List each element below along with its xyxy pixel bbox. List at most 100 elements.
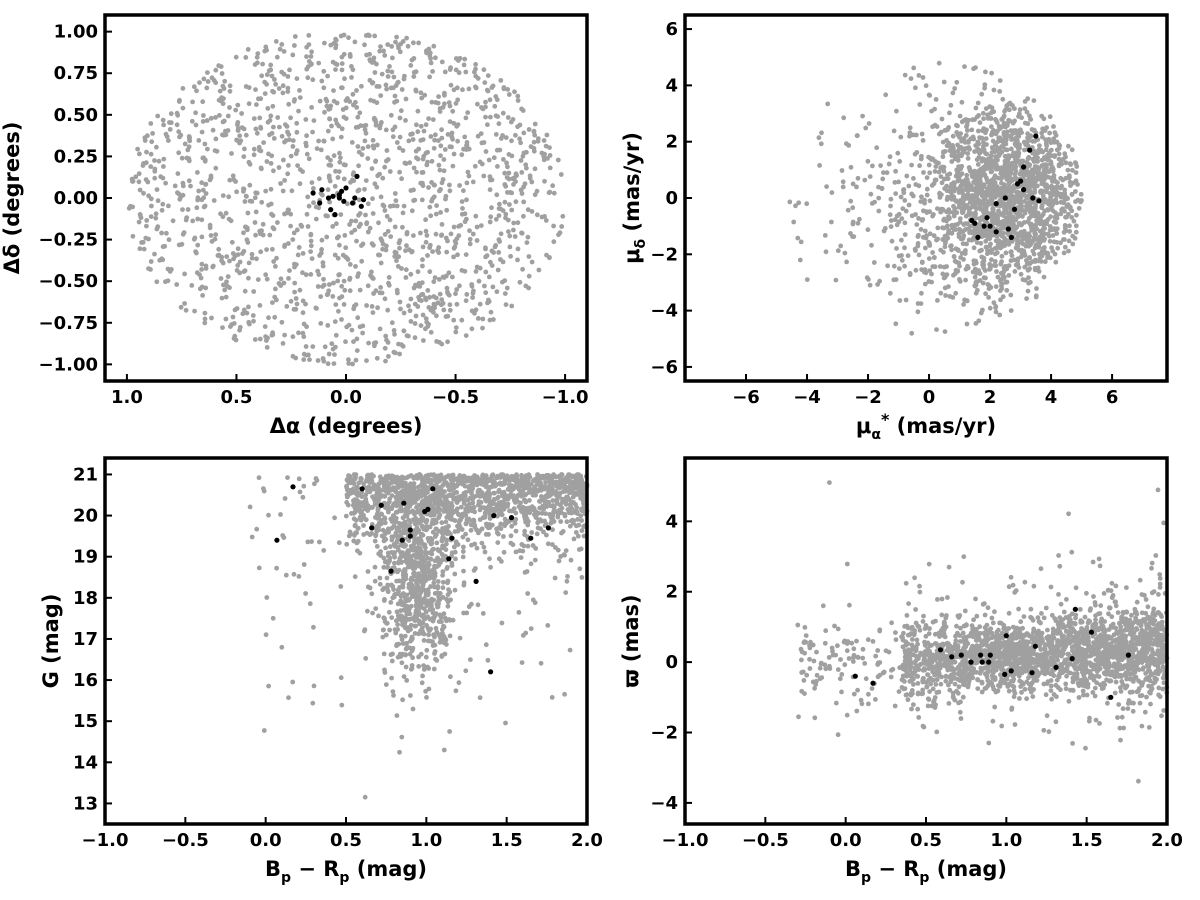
field-star-point: [394, 98, 400, 104]
field-star-point: [343, 513, 349, 519]
field-star-point: [223, 210, 229, 216]
field-star-point: [292, 43, 297, 48]
field-star-point: [298, 222, 304, 228]
field-star-point: [375, 173, 381, 179]
field-star-point: [488, 114, 493, 120]
field-star-point: [399, 87, 405, 92]
field-star-point: [891, 128, 897, 134]
field-star-point: [1024, 109, 1030, 115]
field-star-point: [187, 135, 193, 141]
field-star-point: [318, 294, 324, 299]
field-star-point: [201, 155, 207, 161]
field-star-point: [920, 138, 926, 143]
field-star-point: [434, 658, 440, 663]
field-star-point: [402, 160, 408, 166]
field-star-point: [829, 219, 834, 225]
field-star-point: [448, 65, 453, 70]
field-star-point: [466, 173, 472, 179]
field-star-point: [261, 140, 266, 146]
field-star-point: [270, 332, 276, 338]
field-star-point: [345, 492, 351, 498]
field-star-point: [288, 115, 293, 121]
field-star-point: [341, 278, 347, 284]
field-star-point: [387, 627, 392, 633]
field-star-point: [959, 207, 965, 213]
field-star-point: [255, 60, 260, 66]
field-star-point: [283, 122, 288, 127]
field-star-point: [463, 252, 469, 257]
field-star-point: [1022, 120, 1028, 126]
field-star-point: [421, 338, 426, 343]
field-star-point: [353, 302, 359, 307]
field-star-point: [344, 255, 350, 261]
field-star-point: [360, 330, 365, 336]
field-star-point: [201, 204, 207, 210]
field-star-point: [1028, 241, 1034, 246]
field-star-point: [392, 191, 398, 196]
panel-sky-positions: 1.0 0.5 0.0 −0.5 −1.0−1.00−0.75−0.50−0.250.0…: [0, 13, 589, 438]
field-star-point: [218, 98, 224, 104]
field-star-point: [930, 124, 935, 130]
field-star-point: [453, 325, 459, 330]
field-star-point: [264, 276, 270, 282]
field-star-point: [959, 153, 964, 159]
field-star-point: [191, 236, 197, 242]
field-star-point: [791, 219, 797, 225]
field-star-point: [369, 304, 375, 309]
field-star-point: [244, 310, 250, 316]
field-star-point: [531, 139, 537, 145]
field-star-point: [477, 301, 483, 307]
field-star-point: [321, 85, 327, 91]
field-star-point: [176, 191, 182, 197]
field-star-point: [221, 86, 227, 91]
field-star-point: [214, 148, 220, 154]
field-star-point: [227, 83, 233, 89]
field-star-point: [320, 356, 326, 361]
field-star-point: [240, 311, 246, 317]
field-star-point: [509, 303, 515, 309]
field-star-point: [938, 174, 944, 180]
field-star-point: [176, 150, 182, 156]
field-star-point: [1014, 196, 1020, 202]
field-star-point: [1008, 308, 1014, 313]
field-star-point: [488, 214, 494, 220]
field-star-point: [365, 283, 371, 289]
field-star-point: [198, 275, 204, 281]
field-star-point: [972, 274, 978, 280]
field-star-point: [388, 234, 394, 240]
field-star-point: [460, 87, 465, 93]
field-star-point: [316, 176, 322, 182]
field-star-point: [263, 632, 269, 638]
field-star-point: [293, 262, 299, 267]
field-star-point: [840, 179, 846, 185]
field-star-point: [405, 43, 411, 49]
field-star-point: [1018, 271, 1024, 277]
field-star-point: [1029, 167, 1035, 173]
field-star-point: [371, 98, 377, 104]
field-star-point: [1063, 196, 1069, 202]
field-star-point: [480, 316, 486, 322]
field-star-point: [1006, 273, 1012, 278]
field-star-point: [971, 245, 977, 251]
field-star-point: [1034, 164, 1039, 170]
field-star-point: [399, 734, 405, 740]
field-star-point: [1016, 133, 1022, 139]
field-star-point: [135, 146, 141, 152]
field-star-point: [325, 292, 330, 298]
field-star-point: [436, 250, 442, 256]
field-star-point: [883, 92, 889, 98]
field-star-point: [1031, 226, 1036, 232]
field-star-point: [497, 239, 502, 244]
field-star-point: [973, 194, 978, 200]
field-star-point: [887, 212, 893, 218]
field-star-point: [350, 91, 356, 97]
field-star-point: [411, 233, 416, 239]
field-star-point: [439, 297, 445, 302]
field-star-point: [355, 144, 361, 149]
field-star-point: [129, 176, 135, 182]
field-star-point: [453, 556, 458, 562]
field-star-point: [258, 165, 264, 171]
field-star-point: [438, 210, 443, 215]
field-star-point: [949, 159, 955, 164]
field-star-point: [271, 136, 277, 141]
